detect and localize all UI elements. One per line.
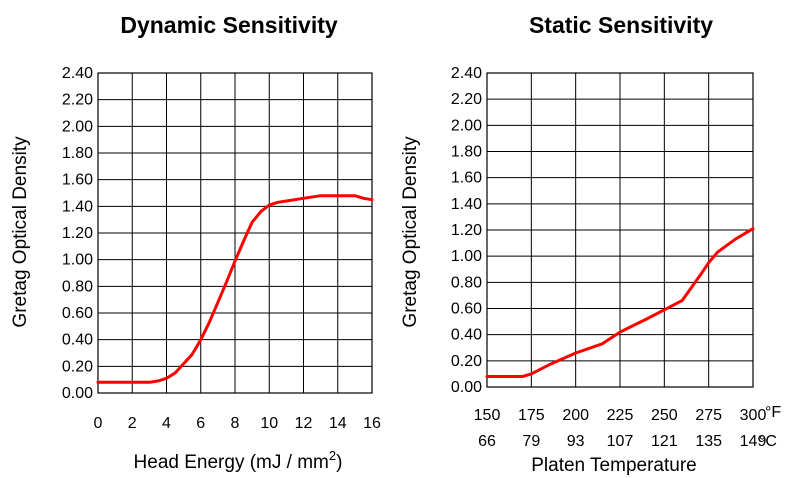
- dynamic-y-tick-label: 0.00: [62, 385, 93, 402]
- static-y-tick-label: 0.40: [451, 327, 482, 344]
- dynamic-x-tick-label: 0: [94, 415, 103, 432]
- dynamic-x-tick-label: 10: [260, 415, 278, 432]
- dynamic-x-tick-label: 14: [329, 415, 347, 432]
- static-x-ticks-celsius: 66 79 93 107 121 135 149: [478, 433, 766, 450]
- static-y-tick-label: 2.40: [451, 65, 482, 82]
- static-y-tick-label: 0.00: [451, 379, 482, 396]
- dynamic-series-line: [96, 194, 374, 384]
- dynamic-x-tick-label: 12: [295, 415, 313, 432]
- static-x-tick-label-c: 107: [607, 433, 634, 450]
- dynamic-x-tick-label: 4: [162, 415, 171, 432]
- static-x-tick-label-f: 225: [607, 407, 634, 424]
- dynamic-y-tick-label: 2.00: [62, 118, 93, 135]
- dynamic-y-tick-label: 0.20: [62, 358, 93, 375]
- dynamic-y-ticks: 0.00 0.20 0.40 0.60 0.80 1.00 1.20 1.40 1.60 1.80…: [62, 65, 93, 402]
- static-unit-fahrenheit: °F: [765, 404, 781, 421]
- static-x-tick-label-f: 200: [562, 407, 589, 424]
- static-x-axis-label: Platen Temperature: [531, 455, 696, 476]
- dynamic-y-tick-label: 2.40: [62, 65, 93, 82]
- dynamic-x-tick-label: 8: [231, 415, 240, 432]
- static-grid: [486, 72, 754, 388]
- dynamic-y-tick-label: 1.00: [62, 252, 93, 269]
- static-sensitivity-chart: Static Sensitivity 0.00 0.20 0.40 0.60 0.80 1…: [400, 12, 781, 476]
- static-x-tick-label-c: 79: [522, 433, 540, 450]
- static-chart-title: Static Sensitivity: [529, 12, 713, 38]
- static-series-line: [485, 227, 755, 378]
- static-x-tick-label-c: 135: [695, 433, 722, 450]
- dynamic-y-tick-label: 1.40: [62, 198, 93, 215]
- dynamic-x-tick-label: 6: [196, 415, 205, 432]
- dynamic-x-tick-label: 16: [363, 415, 381, 432]
- dynamic-y-tick-label: 2.20: [62, 92, 93, 109]
- dynamic-sensitivity-chart: Dynamic Sensitivity 0.00 0.20 0.40 0.60 0.80…: [10, 12, 381, 473]
- static-y-tick-label: 1.40: [451, 196, 482, 213]
- static-x-tick-label-f: 250: [651, 407, 678, 424]
- static-y-tick-label: 1.00: [451, 248, 482, 265]
- dynamic-y-tick-label: 0.60: [62, 305, 93, 322]
- dynamic-x-tick-label: 2: [128, 415, 137, 432]
- static-unit-celsius: °C: [759, 433, 777, 450]
- static-y-tick-label: 0.80: [451, 274, 482, 291]
- static-y-ticks: 0.00 0.20 0.40 0.60 0.80 1.00 1.20 1.40 1.60 1.80…: [451, 65, 482, 396]
- static-x-tick-label-f: 300: [740, 407, 767, 424]
- static-y-tick-label: 1.80: [451, 144, 482, 161]
- static-y-tick-label: 1.60: [451, 170, 482, 187]
- dynamic-chart-title: Dynamic Sensitivity: [120, 12, 338, 38]
- dynamic-grid: [97, 72, 373, 394]
- static-y-tick-label: 1.20: [451, 222, 482, 239]
- dynamic-x-axis-label-superscript: 2: [329, 448, 336, 463]
- dynamic-y-tick-label: 0.80: [62, 278, 93, 295]
- static-x-tick-label-c: 93: [567, 433, 585, 450]
- dynamic-x-ticks: 0 2 4 6 8 10 12 14 16: [94, 415, 381, 432]
- dynamic-x-axis-label: Head Energy (mJ / mm2): [134, 448, 343, 473]
- dynamic-x-axis-label-main: Head Energy (mJ / mm: [134, 452, 329, 473]
- dynamic-y-tick-label: 1.20: [62, 225, 93, 242]
- dynamic-y-tick-label: 1.80: [62, 145, 93, 162]
- static-y-tick-label: 0.20: [451, 353, 482, 370]
- dynamic-plot-frame: [97, 72, 373, 394]
- static-x-tick-label-c: 66: [478, 433, 496, 450]
- static-x-tick-label-f: 275: [695, 407, 722, 424]
- dynamic-y-tick-label: 1.60: [62, 172, 93, 189]
- dynamic-x-axis-label-suffix: ): [336, 452, 342, 473]
- static-x-tick-label-c: 121: [651, 433, 678, 450]
- dynamic-y-tick-label: 0.40: [62, 332, 93, 349]
- static-x-tick-label-f: 175: [518, 407, 545, 424]
- static-y-tick-label: 0.60: [451, 301, 482, 318]
- static-x-tick-label-f: 150: [474, 407, 501, 424]
- static-x-tick-label-c: 149: [740, 433, 767, 450]
- static-y-tick-label: 2.20: [451, 91, 482, 108]
- static-y-axis-label: Gretag Optical Density: [400, 136, 421, 328]
- static-y-tick-label: 2.00: [451, 117, 482, 134]
- dynamic-y-axis-label: Gretag Optical Density: [10, 136, 31, 328]
- static-x-ticks-fahrenheit: 150 175 200 225 250 275 300: [474, 407, 767, 424]
